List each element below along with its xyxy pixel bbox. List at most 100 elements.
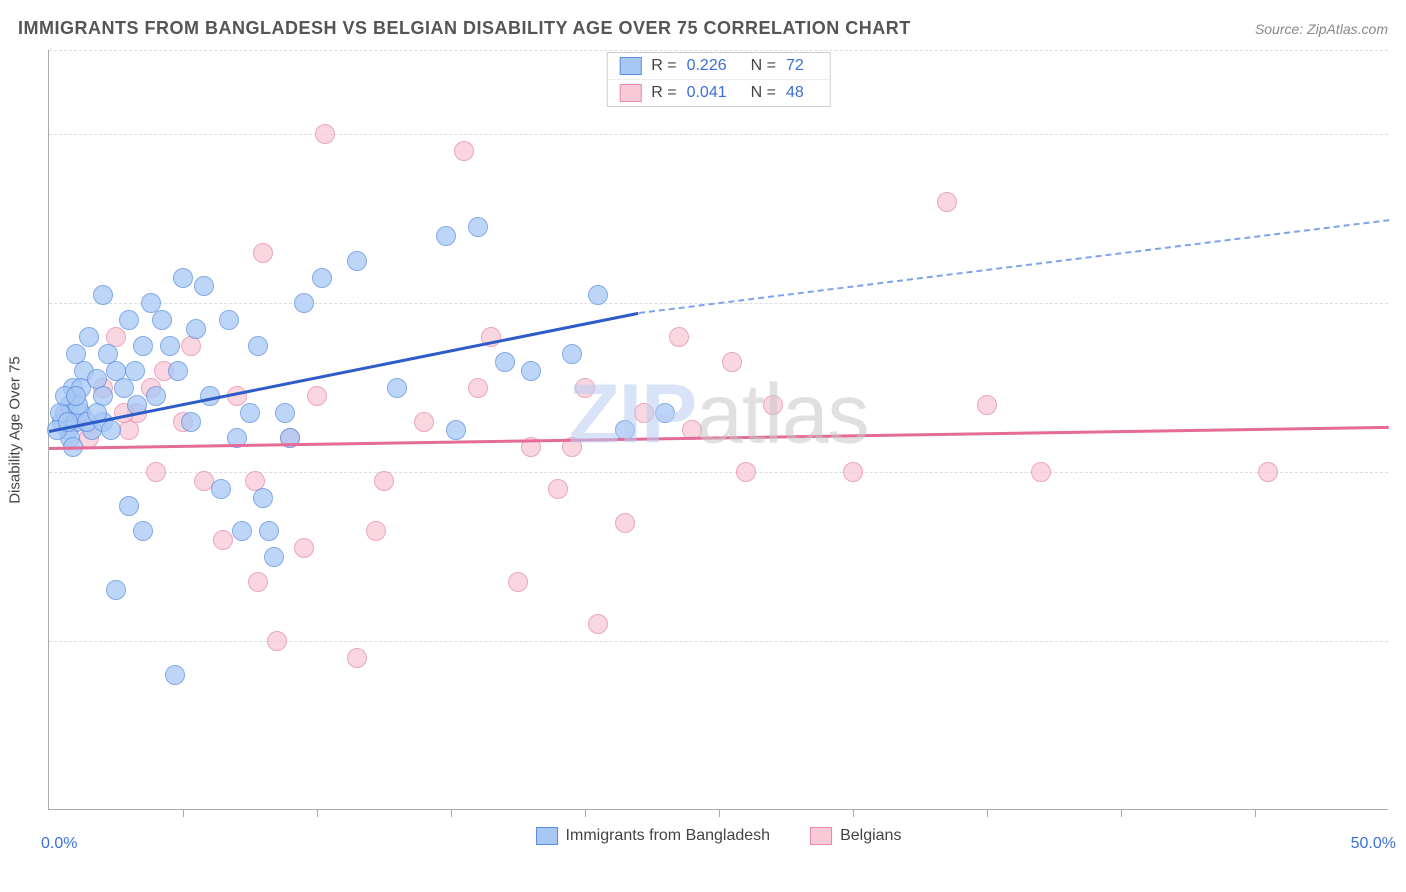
data-point-blue xyxy=(101,420,121,440)
gridline xyxy=(49,134,1388,135)
data-point-blue xyxy=(152,310,172,330)
legend-row: R = 0.041 N = 48 xyxy=(607,79,830,106)
data-point-blue xyxy=(588,285,608,305)
data-point-blue xyxy=(259,521,279,541)
x-tick xyxy=(853,809,854,817)
data-point-blue xyxy=(181,412,201,432)
n-label: N = xyxy=(751,57,776,75)
data-point-blue xyxy=(468,217,488,237)
data-point-blue xyxy=(521,361,541,381)
data-point-blue xyxy=(168,361,188,381)
data-point-pink xyxy=(366,521,386,541)
legend-item: Belgians xyxy=(810,827,901,845)
x-tick xyxy=(451,809,452,817)
correlation-legend: R = 0.226 N = 72 R = 0.041 N = 48 xyxy=(606,52,831,107)
data-point-pink xyxy=(414,412,434,432)
x-tick xyxy=(1255,809,1256,817)
data-point-blue xyxy=(125,361,145,381)
data-point-pink xyxy=(977,395,997,415)
legend-row: R = 0.226 N = 72 xyxy=(607,53,830,79)
y-tick-label: 20.0% xyxy=(1398,632,1406,650)
data-point-pink xyxy=(374,471,394,491)
legend-swatch-icon xyxy=(619,57,641,75)
legend-label: Belgians xyxy=(840,827,901,845)
chart-header: IMMIGRANTS FROM BANGLADESH VS BELGIAN DI… xyxy=(18,18,1388,39)
data-point-blue xyxy=(219,310,239,330)
data-point-blue xyxy=(347,251,367,271)
y-tick-label: 80.0% xyxy=(1398,125,1406,143)
data-point-pink xyxy=(736,462,756,482)
watermark: ZIPatlas xyxy=(568,366,868,463)
y-tick-label: 40.0% xyxy=(1398,463,1406,481)
data-point-pink xyxy=(454,141,474,161)
r-value: 0.041 xyxy=(687,84,727,102)
data-point-pink xyxy=(267,631,287,651)
n-value: 72 xyxy=(786,57,804,75)
data-point-blue xyxy=(66,386,86,406)
y-axis-label: Disability Age Over 75 xyxy=(7,356,24,504)
data-point-pink xyxy=(181,336,201,356)
data-point-blue xyxy=(253,488,273,508)
data-point-blue xyxy=(79,327,99,347)
x-tick xyxy=(719,809,720,817)
data-point-pink xyxy=(253,243,273,263)
source-attribution: Source: ZipAtlas.com xyxy=(1255,21,1388,37)
data-point-pink xyxy=(548,479,568,499)
series-legend: Immigrants from Bangladesh Belgians xyxy=(536,827,902,845)
data-point-pink xyxy=(146,462,166,482)
data-point-pink xyxy=(722,352,742,372)
x-tick xyxy=(317,809,318,817)
data-point-blue xyxy=(211,479,231,499)
chart-title: IMMIGRANTS FROM BANGLADESH VS BELGIAN DI… xyxy=(18,18,911,39)
data-point-pink xyxy=(763,395,783,415)
data-point-pink xyxy=(213,530,233,550)
data-point-blue xyxy=(312,268,332,288)
data-point-pink xyxy=(347,648,367,668)
data-point-pink xyxy=(508,572,528,592)
data-point-blue xyxy=(114,378,134,398)
data-point-pink xyxy=(843,462,863,482)
data-point-blue xyxy=(387,378,407,398)
legend-swatch-icon xyxy=(810,827,832,845)
gridline xyxy=(49,641,1388,642)
x-tick xyxy=(183,809,184,817)
data-point-pink xyxy=(1031,462,1051,482)
data-point-blue xyxy=(446,420,466,440)
data-point-blue xyxy=(495,352,515,372)
x-tick xyxy=(585,809,586,817)
data-point-pink xyxy=(575,378,595,398)
data-point-blue xyxy=(133,336,153,356)
x-tick xyxy=(1121,809,1122,817)
n-label: N = xyxy=(751,84,776,102)
data-point-pink xyxy=(1258,462,1278,482)
data-point-blue xyxy=(93,285,113,305)
data-point-pink xyxy=(588,614,608,634)
data-point-pink xyxy=(468,378,488,398)
data-point-blue xyxy=(119,310,139,330)
legend-item: Immigrants from Bangladesh xyxy=(536,827,771,845)
legend-swatch-icon xyxy=(619,84,641,102)
data-point-pink xyxy=(634,403,654,423)
data-point-blue xyxy=(146,386,166,406)
data-point-blue xyxy=(294,293,314,313)
legend-swatch-icon xyxy=(536,827,558,845)
data-point-pink xyxy=(307,386,327,406)
data-point-pink xyxy=(248,572,268,592)
data-point-pink xyxy=(615,513,635,533)
data-point-blue xyxy=(160,336,180,356)
data-point-blue xyxy=(248,336,268,356)
r-label: R = xyxy=(651,84,676,102)
data-point-blue xyxy=(240,403,260,423)
data-point-blue xyxy=(186,319,206,339)
y-tick-label: 60.0% xyxy=(1398,294,1406,312)
data-point-blue xyxy=(194,276,214,296)
data-point-blue xyxy=(232,521,252,541)
watermark-atlas: atlas xyxy=(696,367,868,461)
r-label: R = xyxy=(651,57,676,75)
source-value: ZipAtlas.com xyxy=(1307,21,1388,37)
scatter-plot: ZIPatlas Disability Age Over 75 0.0% 50.… xyxy=(48,50,1388,810)
trendline-blue-extrapolated xyxy=(638,219,1389,314)
data-point-blue xyxy=(275,403,295,423)
data-point-blue xyxy=(436,226,456,246)
r-value: 0.226 xyxy=(687,57,727,75)
